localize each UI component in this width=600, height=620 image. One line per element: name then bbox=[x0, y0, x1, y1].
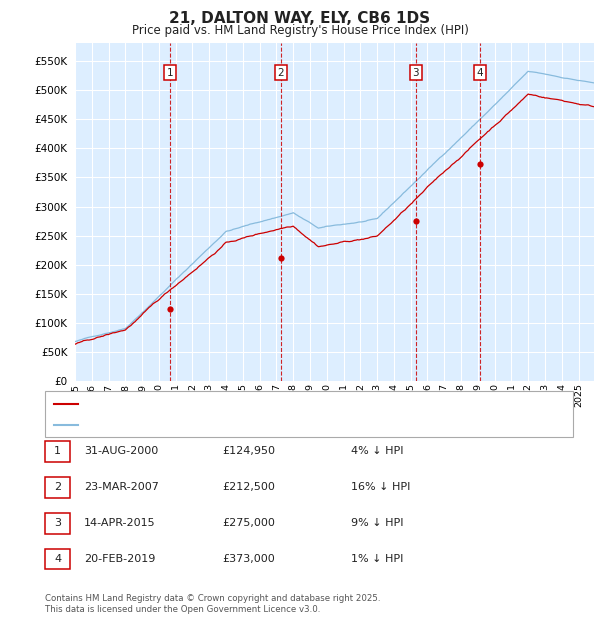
Text: Contains HM Land Registry data © Crown copyright and database right 2025.
This d: Contains HM Land Registry data © Crown c… bbox=[45, 595, 380, 614]
Text: HPI: Average price, detached house, East Cambridgeshire: HPI: Average price, detached house, East… bbox=[82, 420, 384, 430]
Text: 2: 2 bbox=[54, 482, 61, 492]
Text: Price paid vs. HM Land Registry's House Price Index (HPI): Price paid vs. HM Land Registry's House … bbox=[131, 24, 469, 37]
Text: 21, DALTON WAY, ELY, CB6 1DS (detached house): 21, DALTON WAY, ELY, CB6 1DS (detached h… bbox=[82, 399, 340, 409]
Text: 3: 3 bbox=[54, 518, 61, 528]
Text: £275,000: £275,000 bbox=[222, 518, 275, 528]
Text: 3: 3 bbox=[412, 68, 419, 78]
Text: £212,500: £212,500 bbox=[222, 482, 275, 492]
Text: 20-FEB-2019: 20-FEB-2019 bbox=[84, 554, 155, 564]
Text: 1: 1 bbox=[167, 68, 173, 78]
Text: 16% ↓ HPI: 16% ↓ HPI bbox=[351, 482, 410, 492]
Text: 4% ↓ HPI: 4% ↓ HPI bbox=[351, 446, 404, 456]
Text: 1% ↓ HPI: 1% ↓ HPI bbox=[351, 554, 403, 564]
Text: 4: 4 bbox=[476, 68, 483, 78]
Text: £373,000: £373,000 bbox=[222, 554, 275, 564]
Text: 21, DALTON WAY, ELY, CB6 1DS: 21, DALTON WAY, ELY, CB6 1DS bbox=[169, 11, 431, 25]
Text: 14-APR-2015: 14-APR-2015 bbox=[84, 518, 155, 528]
Text: 23-MAR-2007: 23-MAR-2007 bbox=[84, 482, 159, 492]
Text: £124,950: £124,950 bbox=[222, 446, 275, 456]
Text: 4: 4 bbox=[54, 554, 61, 564]
Text: 9% ↓ HPI: 9% ↓ HPI bbox=[351, 518, 404, 528]
Text: 2: 2 bbox=[277, 68, 284, 78]
Text: 1: 1 bbox=[54, 446, 61, 456]
Text: 31-AUG-2000: 31-AUG-2000 bbox=[84, 446, 158, 456]
